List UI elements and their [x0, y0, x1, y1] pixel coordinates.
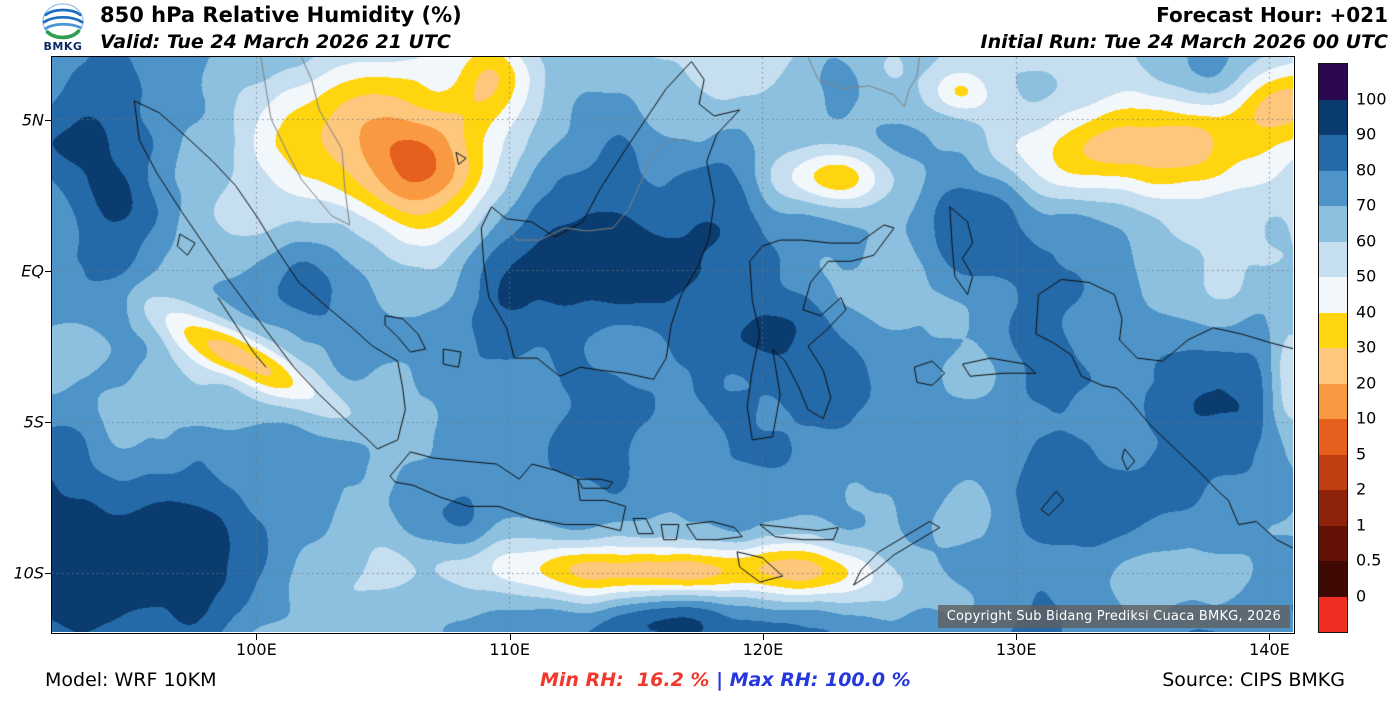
colorbar-label: 20 [1356, 373, 1377, 392]
colorbar-label: 100 [1356, 89, 1387, 108]
model-label: Model: WRF 10KM [45, 669, 217, 691]
forecast-hour: Forecast Hour: +021 [1156, 3, 1388, 27]
x-axis-tick [1016, 634, 1018, 640]
colorbar-segment [1319, 312, 1347, 348]
colorbar-label: 10 [1356, 408, 1377, 428]
y-axis-label: 5S [23, 412, 44, 432]
y-axis-label: 5N [21, 110, 44, 130]
colorbar-segment [1319, 561, 1347, 597]
colorbar-segment [1319, 206, 1347, 242]
bmkg-logo-label: BMKG [43, 40, 83, 53]
colorbar-segment [1319, 348, 1347, 384]
colorbar-label: 50 [1356, 266, 1377, 286]
min-rh: Min RH: 16.2 % [540, 669, 710, 691]
x-axis-tick [1269, 634, 1271, 640]
colorbar-label: 70 [1356, 195, 1377, 215]
colorbar-label: 5 [1356, 444, 1367, 463]
bmkg-logo-icon [42, 3, 84, 40]
x-axis-label: 120E [742, 640, 784, 659]
copyright-overlay: Copyright Sub Bidang Prediksi Cuaca BMKG… [937, 605, 1290, 628]
colorbar-segment [1319, 596, 1347, 632]
colorbar-segment [1319, 419, 1347, 455]
y-axis-tick [45, 573, 51, 575]
x-axis-tick [256, 634, 258, 640]
colorbar-label: 60 [1356, 231, 1377, 250]
initial-run: Initial Run: Tue 24 March 2026 00 UTC [980, 31, 1389, 53]
colorbar-label: 0 [1356, 586, 1367, 605]
colorbar-label: 40 [1356, 302, 1377, 321]
colorbar-label: 30 [1356, 337, 1377, 357]
colorbar-segment [1319, 525, 1347, 561]
colorbar-label: 2 [1356, 479, 1367, 499]
humidity-map-canvas [52, 57, 1293, 632]
colorbar-segment [1319, 454, 1347, 490]
x-axis-label: 100E [236, 640, 277, 659]
y-axis-label: EQ [21, 261, 44, 281]
max-rh: Max RH: 100.0 % [729, 669, 911, 691]
colorbar-segment [1319, 383, 1347, 419]
y-axis-tick [45, 422, 51, 424]
x-axis-tick [762, 634, 764, 640]
colorbar-segment [1319, 64, 1347, 100]
bmkg-logo: BMKG [36, 3, 90, 53]
valid-time: Valid: Tue 24 March 2026 21 UTC [100, 31, 451, 53]
colorbar-label: 1 [1356, 515, 1367, 534]
map-container: Copyright Sub Bidang Prediksi Cuaca BMKG… [51, 56, 1295, 634]
colorbar-label: 90 [1356, 124, 1377, 144]
x-axis-tick [509, 634, 511, 640]
source-label: Source: CIPS BMKG [1162, 669, 1345, 691]
x-axis-label: 130E [995, 640, 1037, 659]
colorbar-segment [1319, 241, 1347, 277]
colorbar-segment [1319, 135, 1347, 171]
x-axis-label: 110E [489, 640, 530, 659]
colorbar-segment [1319, 490, 1347, 526]
colorbar-segment [1319, 99, 1347, 135]
colorbar-label: 0.5 [1356, 550, 1382, 570]
y-axis-label: 10S [13, 563, 44, 583]
y-axis-tick [45, 119, 51, 121]
min-max-rh: Min RH: 16.2 % | Max RH: 100.0 % [540, 669, 911, 691]
colorbar-segment [1319, 277, 1347, 313]
colorbar [1318, 63, 1348, 633]
colorbar-label: 80 [1356, 160, 1377, 179]
x-axis-label: 140E [1249, 640, 1290, 659]
y-axis-tick [45, 270, 51, 272]
colorbar-segment [1319, 170, 1347, 206]
page-title: 850 hPa Relative Humidity (%) [100, 3, 462, 27]
minmax-separator: | [709, 669, 730, 691]
